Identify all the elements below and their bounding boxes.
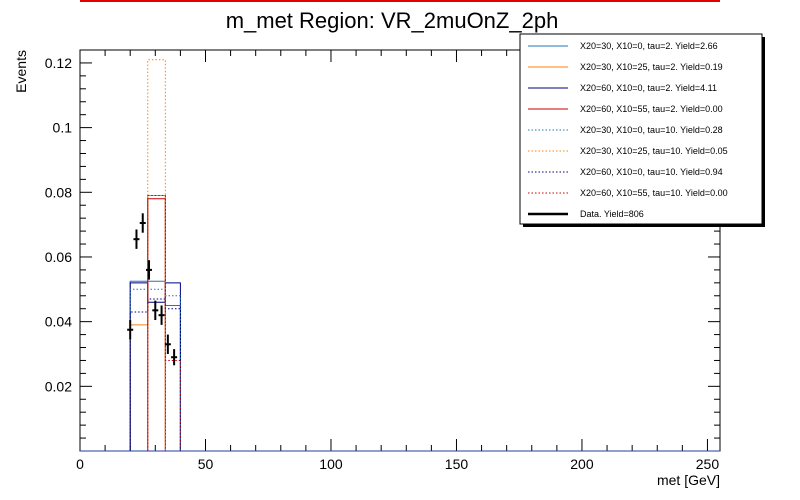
legend-label-3: X20=60, X10=0, tau=2. Yield=4.11: [580, 83, 717, 93]
x-axis-label: met [GeV]: [657, 472, 720, 488]
legend-label-8: X20=60, X10=55, tau=10. Yield=0.00: [580, 188, 728, 198]
histogram-series-6: [130, 59, 181, 452]
data-point: [133, 229, 140, 249]
legend-entries: X20=30, X10=0, tau=2. Yield=2.66 X20=30, …: [528, 41, 728, 219]
legend-box: [519, 33, 763, 225]
y-tick-label: 0.12: [45, 55, 72, 71]
data-point: [164, 334, 171, 354]
y-tick-label: 0.04: [45, 314, 72, 330]
legend-label-7: X20=60, X10=0, tau=10. Yield=0.94: [580, 167, 723, 177]
histogram-layer: [80, 59, 720, 452]
histogram-series-5: [129, 288, 181, 451]
y-tick-label: 0.1: [53, 120, 73, 136]
data-points-layer: [127, 213, 178, 366]
y-axis-label: Events: [13, 50, 29, 93]
histogram-series-8: [130, 195, 181, 452]
y-tick-label: 0.02: [45, 378, 72, 394]
legend-label-4: X20=60, X10=55, tau=2. Yield=0.00: [580, 104, 723, 114]
x-tick-label: 200: [570, 456, 594, 472]
histogram-series-3: [129, 282, 181, 451]
histogram-series-2: [129, 195, 181, 452]
histogram-series-7: [129, 298, 181, 451]
axis-ticks: 0 50 100 150 200 250 0.02 0.04 0.06 0.08 0.1 0.12: [45, 50, 720, 472]
y-tick-label: 0.08: [45, 184, 72, 200]
legend-label-2: X20=30, X10=25, tau=2. Yield=0.19: [580, 62, 723, 72]
legend-label-5: X20=30, X10=0, tau=10. Yield=0.28: [580, 125, 723, 135]
x-tick-label: 100: [319, 456, 343, 472]
legend: X20=30, X10=0, tau=2. Yield=2.66 X20=30, …: [519, 33, 765, 227]
data-point: [152, 300, 159, 321]
x-tick-label: 0: [76, 456, 84, 472]
x-tick-label: 150: [445, 456, 469, 472]
data-point: [146, 260, 153, 280]
legend-label-6: X20=30, X10=25, tau=10. Yield=0.05: [580, 146, 728, 156]
y-tick-label: 0.06: [45, 249, 72, 265]
data-point: [127, 320, 134, 340]
chart-title: m_met Region: VR_2muOnZ_2ph: [226, 8, 559, 33]
x-tick-label: 250: [696, 456, 720, 472]
legend-label-1: X20=30, X10=0, tau=2. Yield=2.66: [580, 41, 718, 51]
x-tick-label: 50: [198, 456, 214, 472]
data-point: [171, 349, 178, 366]
legend-label-9: Data. Yield=806: [580, 209, 644, 219]
data-point: [139, 213, 146, 233]
data-point: [158, 305, 165, 325]
